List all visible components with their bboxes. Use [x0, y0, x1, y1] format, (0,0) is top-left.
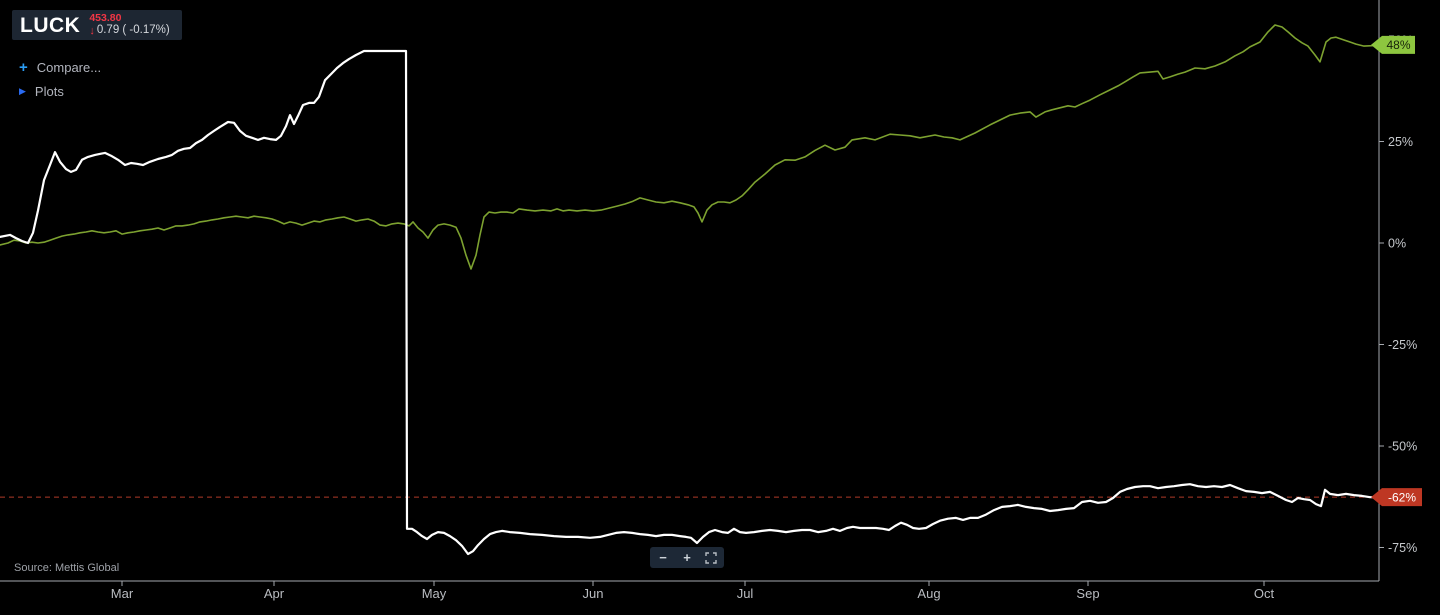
series-line-LUCK[interactable]: [0, 49, 1381, 556]
ticker-symbol: LUCK: [20, 13, 81, 37]
plots-expander[interactable]: ▶ Plots: [19, 84, 64, 99]
y-axis-tick-label: 0%: [1388, 237, 1406, 251]
last-value-badge-comparison-index: [1371, 35, 1415, 54]
compare-button[interactable]: + Compare...: [19, 60, 101, 75]
ticker-box[interactable]: LUCK 453.80 ↓ 0.79 ( -0.17%): [12, 10, 182, 40]
x-axis-tick-label: Jul: [737, 586, 754, 601]
y-axis-tick-label: 25%: [1388, 135, 1413, 149]
x-axis-tick-label: Mar: [111, 586, 134, 601]
y-axis-tick-label: -50%: [1388, 440, 1417, 454]
y-axis-tick-label: -25%: [1388, 338, 1417, 352]
ticker-change-value: 0.79 ( -0.17%): [96, 24, 170, 37]
zoom-in-button[interactable]: +: [676, 548, 698, 567]
zoom-toolbar: − +: [650, 547, 724, 568]
plus-icon: +: [19, 59, 28, 76]
x-axis-tick-label: Jun: [583, 586, 604, 601]
last-value-badge-label: -62%: [1388, 490, 1416, 504]
ticker-price: 453.80: [89, 12, 122, 25]
series-line-comparison-index[interactable]: [0, 24, 1380, 270]
down-arrow-icon: ↓: [89, 24, 95, 37]
zoom-out-button[interactable]: −: [652, 548, 674, 567]
plus-icon: +: [683, 550, 691, 565]
compare-label: Compare...: [36, 60, 102, 75]
last-value-badge-LUCK: [1371, 488, 1422, 507]
reset-zoom-button[interactable]: [700, 548, 722, 567]
x-axis-tick-label: Oct: [1254, 586, 1275, 601]
x-axis-tick-label: Sep: [1076, 586, 1099, 601]
ticker-quote: 453.80 ↓ 0.79 ( -0.17%): [89, 12, 169, 37]
ticker-change: ↓ 0.79 ( -0.17%): [89, 24, 169, 37]
plots-label: Plots: [34, 84, 64, 99]
x-axis-tick-label: Apr: [264, 586, 285, 601]
y-axis-tick-label: -75%: [1388, 541, 1417, 555]
minus-icon: −: [659, 550, 667, 565]
last-value-badge-label: 48%: [1386, 38, 1410, 52]
fullscreen-icon: [705, 551, 717, 564]
source-attribution: Source: Mettis Global: [14, 562, 120, 574]
x-axis-tick-label: May: [422, 586, 447, 601]
triangle-right-icon: ▶: [19, 86, 26, 96]
x-axis-tick-label: Aug: [917, 586, 940, 601]
